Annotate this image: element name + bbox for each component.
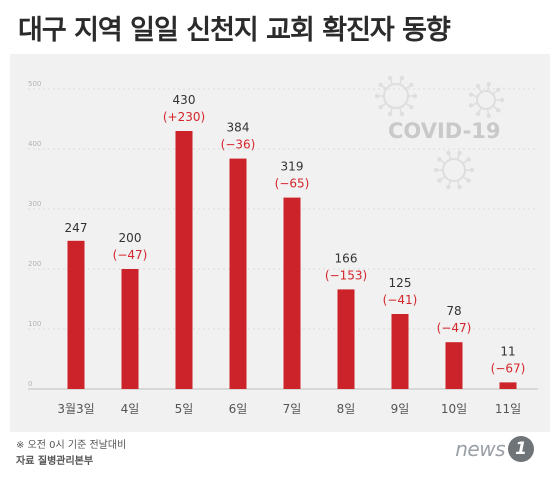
change-label: (−153) [325,268,367,282]
change-label: (−67) [491,361,526,375]
change-label: (−41) [383,293,418,307]
value-label: 200 [119,231,142,245]
footnote-source: 자료 질병관리본부 [16,456,94,467]
footnote: ※ 오전 0시 기준 전날대비 자료 질병관리본부 [16,438,126,470]
y-tick-label: 400 [28,140,41,148]
bar [175,131,193,389]
x-tick-label: 7일 [283,402,302,416]
virus-watermark-icon [374,75,505,190]
covid-watermark: COVID-19 [388,119,501,143]
x-tick-label: 5일 [175,402,194,416]
x-tick-label: 9일 [391,402,410,416]
y-tick-label: 200 [28,260,41,268]
value-label: 247 [65,221,88,235]
x-tick-label: 4일 [121,402,140,416]
x-tick-label: 6일 [229,402,248,416]
footnote-note: ※ 오전 0시 기준 전날대비 [16,440,127,451]
bar [445,342,463,389]
x-tick-label: 11일 [495,402,521,416]
bar-chart: COVID-19 0 100 200 300 400 500 247 200 (−47) 430… [28,75,538,416]
change-label: (−47) [113,248,148,262]
bar [229,158,247,389]
x-tick-label: 8일 [337,402,356,416]
value-label: 319 [281,160,304,174]
x-tick-label: 3월3일 [57,402,94,416]
change-label: (−36) [221,138,256,152]
bar [391,314,409,389]
value-label: 125 [389,276,412,290]
y-tick-label: 300 [28,200,41,208]
logo-mark: 1 [508,436,534,462]
change-label: (−47) [437,321,472,335]
value-label: 430 [173,93,196,107]
y-tick-label: 500 [28,80,41,88]
chart-panel: COVID-19 0 100 200 300 400 500 247 200 (−47) 430… [10,54,550,432]
bar [499,382,517,389]
value-label: 166 [335,251,358,265]
value-label: 78 [446,304,461,318]
bars [67,131,517,389]
x-tick-label: 10일 [441,402,467,416]
y-tick-label: 100 [28,320,41,328]
value-label: 11 [500,344,515,358]
y-tick-label: 0 [28,380,32,388]
logo-word: news [455,437,505,461]
bar [67,240,85,389]
y-axis: 0 100 200 300 400 500 [28,80,41,388]
value-labels: 247 200 (−47) 430 (+230) 384 (−36) 319 (−65) 166 (… [65,93,526,375]
bar [283,197,301,389]
bar [337,289,355,389]
chart-title: 대구 지역 일일 신천지 교회 확진자 동향 [18,15,451,46]
value-label: 384 [227,121,250,135]
change-label: (−65) [275,177,310,191]
change-label: (+230) [163,110,205,124]
bar [121,269,139,389]
news1-logo: news 1 [455,436,534,462]
x-axis: 3월3일 4일 5일 6일 7일 8일 9일 10일 11일 [57,402,521,416]
